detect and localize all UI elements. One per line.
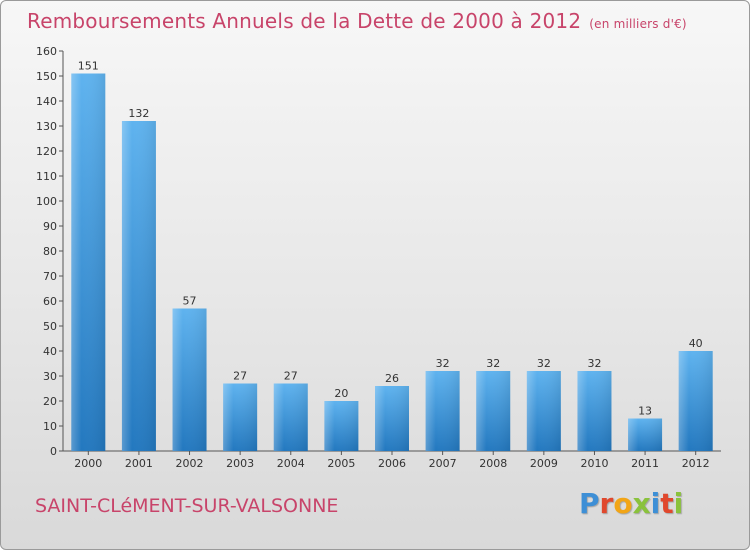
- x-tick-label: 2002: [176, 457, 204, 470]
- logo-letter: x: [632, 487, 651, 520]
- bar-shine: [577, 371, 612, 451]
- bar-shine: [223, 383, 258, 451]
- x-tick-label: 2011: [631, 457, 659, 470]
- bar-shine: [324, 401, 359, 451]
- x-tick-label: 2005: [327, 457, 355, 470]
- bar-value-label: 13: [638, 405, 652, 418]
- logo-letter: i: [673, 487, 684, 520]
- y-tick-label: 50: [43, 320, 57, 333]
- bar-shine: [375, 386, 409, 451]
- logo-letter: r: [599, 487, 614, 520]
- bar-shine: [628, 418, 663, 451]
- x-tick-label: 2010: [580, 457, 608, 470]
- chart-unit: (en milliers d'€): [589, 17, 687, 31]
- chart-title: Remboursements Annuels de la Dette de 20…: [27, 9, 687, 33]
- bar-value-label: 40: [689, 337, 703, 350]
- x-tick-label: 2008: [479, 457, 507, 470]
- bar-shine: [121, 121, 156, 451]
- x-tick-label: 2004: [277, 457, 305, 470]
- bar-shine: [425, 371, 460, 451]
- bar-shine: [273, 383, 308, 451]
- bar-value-label: 26: [385, 372, 399, 385]
- y-tick-label: 40: [43, 345, 57, 358]
- y-tick-label: 100: [36, 195, 57, 208]
- bar-shine: [678, 351, 713, 451]
- y-tick-label: 120: [36, 145, 57, 158]
- x-tick-label: 2012: [682, 457, 710, 470]
- bar-value-label: 57: [183, 295, 197, 308]
- y-tick-label: 60: [43, 295, 57, 308]
- bar-value-label: 20: [334, 387, 348, 400]
- y-tick-label: 70: [43, 270, 57, 283]
- y-tick-label: 150: [36, 70, 57, 83]
- bar-value-label: 32: [587, 357, 601, 370]
- bar-value-label: 32: [537, 357, 551, 370]
- bar-value-label: 27: [284, 370, 298, 383]
- bar-value-label: 151: [78, 60, 99, 73]
- x-tick-label: 2001: [125, 457, 153, 470]
- bar-shine: [71, 73, 106, 451]
- y-tick-label: 20: [43, 395, 57, 408]
- y-tick-label: 10: [43, 420, 57, 433]
- x-tick-label: 2003: [226, 457, 254, 470]
- bar-shine: [526, 371, 561, 451]
- chart-title-text: Remboursements Annuels de la Dette de 20…: [27, 9, 582, 33]
- logo-letter: o: [613, 487, 633, 520]
- axes: 0 10 20 30 40 50 60 70 80 90 100 110 120 130 140 150 160…: [36, 45, 721, 470]
- y-tick-label: 80: [43, 245, 57, 258]
- y-tick-label: 130: [36, 120, 57, 133]
- logo-letter: t: [660, 487, 674, 520]
- bar-value-label: 27: [233, 370, 247, 383]
- y-tick-label: 0: [50, 445, 57, 458]
- y-tick-label: 110: [36, 170, 57, 183]
- x-tick-label: 2000: [74, 457, 102, 470]
- y-tick-label: 30: [43, 370, 57, 383]
- bars: 151 132 57 27 27 20 26 32 32 32 32 13 40: [71, 60, 713, 451]
- y-tick-label: 140: [36, 95, 57, 108]
- proxiti-logo: Proxiti: [579, 487, 683, 520]
- bar-value-label: 32: [486, 357, 500, 370]
- commune-name: SAINT-CLéMENT-SUR-VALSONNE: [35, 495, 339, 517]
- x-tick-label: 2007: [429, 457, 457, 470]
- bar-value-label: 132: [128, 107, 149, 120]
- x-tick-label: 2009: [530, 457, 558, 470]
- bar-shine: [172, 308, 207, 451]
- logo-letter: i: [650, 487, 661, 520]
- logo-letter: P: [579, 487, 600, 520]
- y-tick-label: 160: [36, 45, 57, 58]
- bar-value-label: 32: [436, 357, 450, 370]
- x-tick-label: 2006: [378, 457, 406, 470]
- y-tick-label: 90: [43, 220, 57, 233]
- bar-shine: [476, 371, 511, 451]
